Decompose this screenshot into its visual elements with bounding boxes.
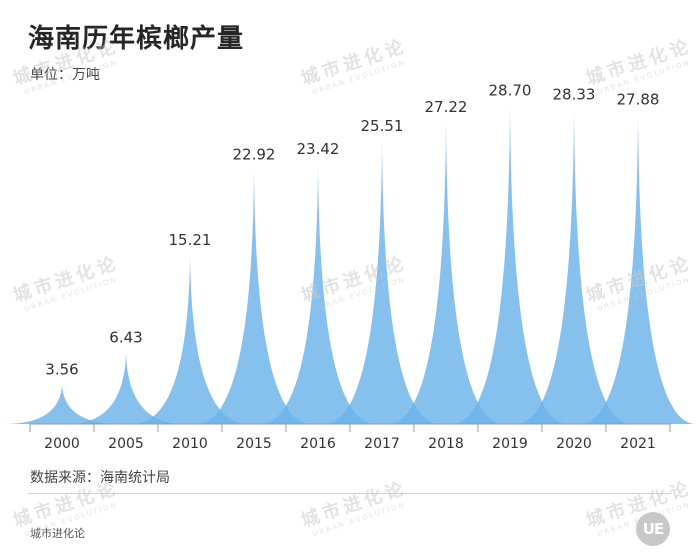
value-label-2015: 22.92: [233, 146, 276, 164]
value-label-2005: 6.43: [109, 329, 142, 347]
x-tick-label-2017: 2017: [364, 436, 400, 452]
value-label-2017: 25.51: [361, 117, 404, 135]
value-label-2020: 28.33: [553, 86, 596, 104]
value-label-2000: 3.56: [45, 360, 78, 378]
x-tick-label-2005: 2005: [108, 436, 144, 452]
peak-2020: [516, 109, 632, 424]
x-label-group: 2000 2005 2010 2015 2016 2017 2018 2019 2020 2021: [44, 436, 656, 452]
unit-label: 单位：万吨: [30, 67, 100, 83]
value-label-2016: 23.42: [297, 140, 340, 158]
value-label-2018: 27.22: [425, 98, 468, 116]
footer-divider: [28, 493, 672, 494]
peak-2021: [580, 114, 696, 424]
peak-2000: [4, 384, 120, 424]
peak-2018: [388, 121, 504, 425]
x-tick-label-2018: 2018: [428, 436, 464, 452]
brand-name: 城市进化论: [30, 527, 85, 540]
peak-2015: [196, 169, 312, 424]
peak-2010: [132, 255, 248, 424]
brand-logo: UE: [636, 512, 670, 546]
value-label-group: 3.56 6.43 15.21 22.92 23.42 25.51 27.22 28.70 28…: [45, 82, 659, 379]
x-tick-label-2021: 2021: [620, 436, 656, 452]
peaks-group: [4, 105, 696, 425]
peak-2005: [68, 352, 184, 424]
peak-2016: [260, 164, 376, 424]
value-label-2021: 27.88: [617, 91, 660, 109]
peak-2019: [452, 105, 568, 424]
x-tick-label-2016: 2016: [300, 436, 336, 452]
source-note: 数据来源：海南统计局: [30, 470, 170, 486]
x-tick-label-2010: 2010: [172, 436, 208, 452]
value-label-2010: 15.21: [169, 231, 212, 249]
x-tick-label-2000: 2000: [44, 436, 80, 452]
value-label-2019: 28.70: [489, 82, 532, 100]
tick-group: [29, 424, 671, 432]
x-tick-label-2020: 2020: [556, 436, 592, 452]
chart-title: 海南历年槟榔产量: [28, 24, 245, 54]
peak-2017: [324, 140, 440, 424]
x-tick-label-2015: 2015: [236, 436, 272, 452]
x-tick-label-2019: 2019: [492, 436, 528, 452]
